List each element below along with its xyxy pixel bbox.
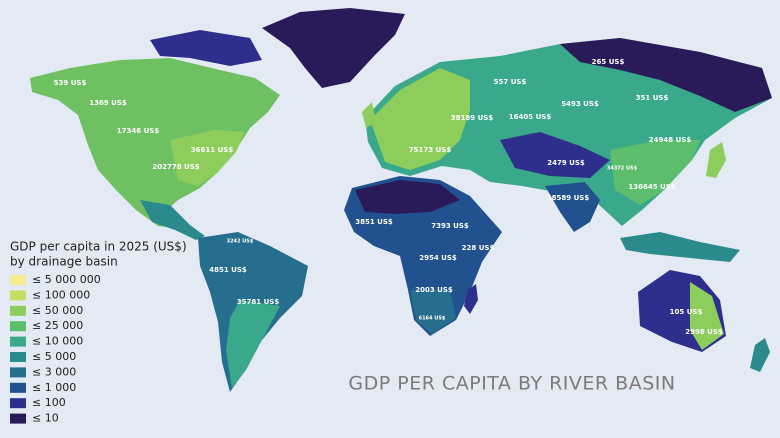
africa: [344, 176, 502, 336]
legend-swatch: [10, 398, 26, 409]
legend-label: ≤ 1 000: [32, 381, 76, 394]
sahara: [355, 180, 460, 214]
legend-label: ≤ 100 000: [32, 288, 90, 301]
south-asia: [545, 182, 600, 232]
basin-label: 5493 US$: [561, 100, 599, 108]
basin-label: 38589 US$: [547, 194, 590, 202]
basin-label: 202778 US$: [152, 163, 199, 171]
legend-label: ≤ 50 000: [32, 304, 83, 317]
central-asia: [500, 132, 610, 178]
basin-label: 539 US$: [54, 79, 87, 87]
basin-label: 75173 US$: [409, 146, 452, 154]
legend-label: ≤ 10 000: [32, 335, 83, 348]
legend-swatch: [10, 290, 26, 301]
southern-africa: [410, 290, 456, 334]
basin-label: 24948 US$: [649, 136, 692, 144]
legend-label: ≤ 25 000: [32, 319, 83, 332]
legend-swatch: [10, 413, 26, 424]
australia-east: [690, 282, 724, 350]
basin-label: 228 US$: [462, 244, 495, 252]
basin-label: 1369 US$: [89, 99, 127, 107]
basin-label: 3242 US$: [227, 239, 254, 245]
south-america-south: [226, 300, 280, 388]
basin-label: 557 US$: [494, 78, 527, 86]
se-asia-islands: [620, 232, 740, 262]
basin-label: 105 US$: [670, 308, 703, 316]
basin-label: 7393 US$: [431, 222, 469, 230]
basin-label: 4851 US$: [209, 266, 247, 274]
basin-label: 2003 US$: [415, 286, 453, 294]
legend-swatch: [10, 305, 26, 316]
japan: [706, 142, 726, 178]
north-america: [30, 58, 280, 228]
basin-label: 36611 US$: [191, 146, 234, 154]
basin-label: 2479 US$: [547, 159, 585, 167]
basin-label: 38189 US$: [451, 114, 494, 122]
legend-label: ≤ 100: [32, 396, 66, 409]
basin-label: 3851 US$: [355, 218, 393, 226]
basin-label: 16405 US$: [509, 113, 552, 121]
greenland: [262, 8, 405, 88]
east-asia: [610, 140, 700, 205]
legend-title: by drainage basin: [10, 255, 118, 269]
legend-swatch: [10, 321, 26, 332]
legend-label: ≤ 5 000: [32, 350, 76, 363]
legend-swatch: [10, 382, 26, 393]
europe: [370, 68, 470, 170]
legend-label: ≤ 10: [32, 412, 59, 425]
north-america-east: [170, 130, 245, 186]
basin-label: 351 US$: [636, 94, 669, 102]
legend-title: GDP per capita in 2025 (US$): [10, 240, 187, 254]
basin-label: 6164 US$: [419, 316, 446, 322]
legend-label: ≤ 5 000 000: [32, 273, 101, 286]
basin-label: 35781 US$: [237, 298, 280, 306]
legend-label: ≤ 3 000: [32, 365, 76, 378]
central-america: [140, 200, 205, 240]
basin-label: 17346 US$: [117, 127, 160, 135]
uk: [362, 102, 376, 128]
new-zealand: [750, 338, 770, 372]
legend-swatch: [10, 352, 26, 362]
map-title: GDP PER CAPITA BY RIVER BASIN: [348, 373, 675, 395]
legend-swatch: [10, 336, 26, 347]
basin-label: 265 US$: [592, 58, 625, 66]
basin-label: 2998 US$: [685, 328, 723, 336]
arctic-islands: [150, 30, 262, 66]
madagascar: [464, 284, 478, 314]
legend-swatch: [10, 367, 26, 378]
basin-label: 136645 US$: [628, 183, 675, 191]
basin-label: 34372 US$: [607, 166, 638, 172]
basin-label: 2954 US$: [419, 254, 457, 262]
legend-swatch: [10, 275, 26, 285]
siberia: [560, 38, 772, 112]
